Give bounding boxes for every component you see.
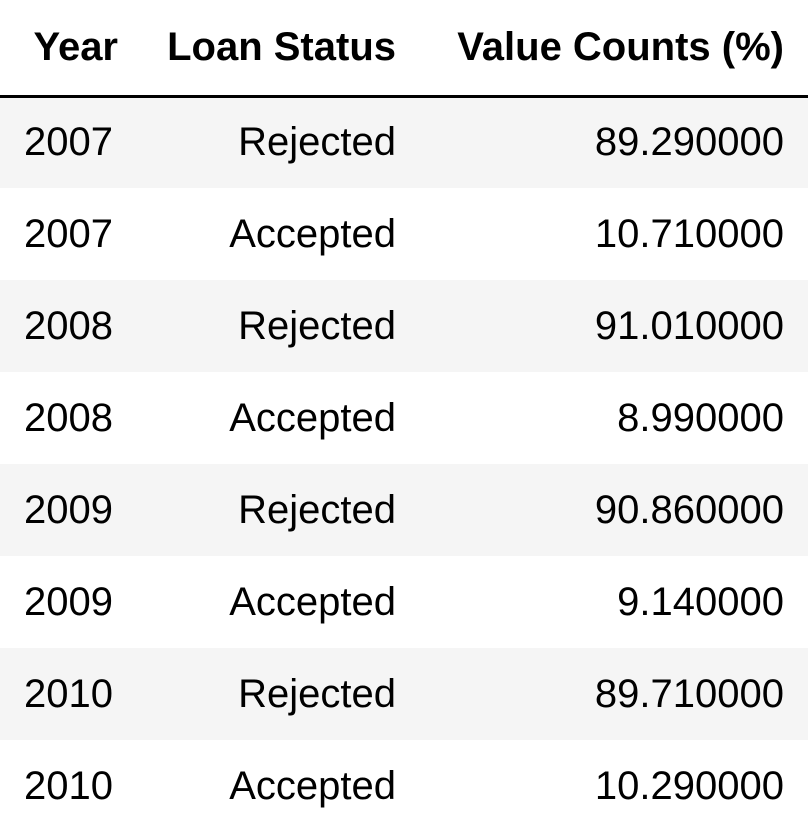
cell-loan-status: Rejected [238,303,396,348]
cell-value-counts: 10.290000 [594,763,784,808]
table-body: 2007 Rejected 89.290000 2007 Accepted 10… [0,96,808,832]
cell-year: 2007 [24,211,113,256]
table-row: 2007 Rejected 89.290000 [0,96,808,188]
cell-year: 2007 [24,120,113,165]
cell-year: 2009 [24,579,113,624]
table-row: 2009 Accepted 9.140000 [0,556,808,648]
cell-year: 2009 [24,487,113,532]
cell-value-counts: 10.710000 [594,211,784,256]
table-row: 2008 Accepted 8.990000 [0,372,808,464]
cell-year: 2010 [24,671,113,716]
column-header-loan-status: Loan Status [138,0,420,98]
cell-value-counts: 89.290000 [594,120,784,165]
table-row: 2010 Rejected 89.710000 [0,648,808,740]
cell-loan-status: Accepted [229,763,396,808]
cell-value-counts: 8.990000 [617,395,784,440]
cell-value-counts: 89.710000 [594,671,784,716]
cell-year: 2008 [24,395,113,440]
cell-value-counts: 91.010000 [594,303,784,348]
cell-value-counts: 9.140000 [617,579,784,624]
cell-loan-status: Accepted [229,395,396,440]
table-row: 2010 Accepted 10.290000 [0,740,808,832]
table-row: 2009 Rejected 90.860000 [0,464,808,556]
cell-year: 2010 [24,763,113,808]
column-header-year: Year [0,0,138,98]
table-row: 2008 Rejected 91.010000 [0,280,808,372]
cell-loan-status: Rejected [238,671,396,716]
cell-loan-status: Accepted [229,579,396,624]
cell-loan-status: Rejected [238,487,396,532]
table-row: 2007 Accepted 10.710000 [0,188,808,280]
cell-value-counts: 90.860000 [594,487,784,532]
header-row: Year Loan Status Value Counts (%) [0,0,808,98]
cell-loan-status: Accepted [229,211,396,256]
column-header-value-counts: Value Counts (%) [420,0,808,98]
table-header: Year Loan Status Value Counts (%) [0,0,808,98]
cell-year: 2008 [24,303,113,348]
cell-loan-status: Rejected [238,120,396,165]
